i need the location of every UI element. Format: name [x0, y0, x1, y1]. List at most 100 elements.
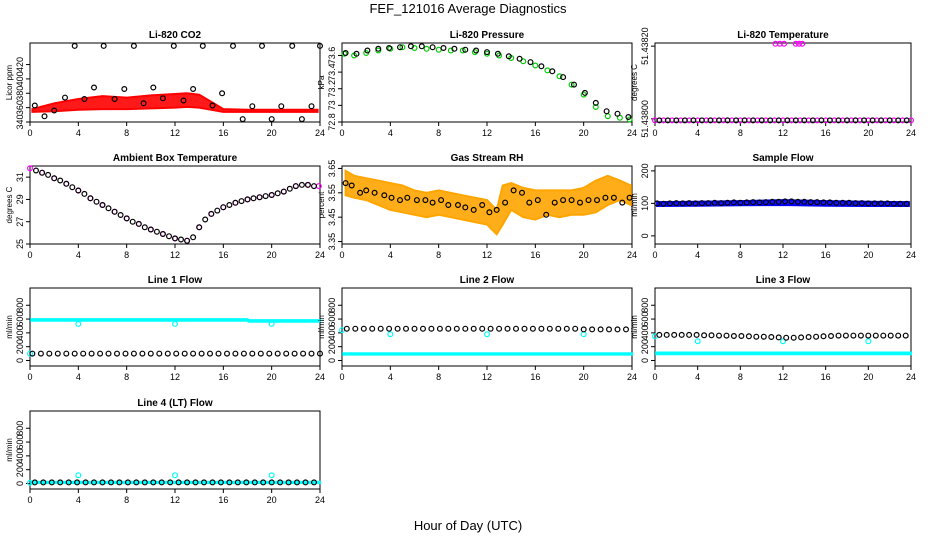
data-point-black	[563, 325, 570, 332]
data-point-black	[198, 350, 205, 357]
data-point-black	[99, 202, 106, 209]
data-point-black	[298, 116, 305, 123]
x-tick-label: 0	[27, 250, 32, 260]
data-point-black	[262, 193, 269, 200]
y-tick-label: 73.6	[327, 47, 337, 65]
x-tick-label: 24	[315, 250, 325, 260]
data-point-black	[708, 332, 715, 339]
x-tick-label: 16	[530, 250, 540, 260]
data-point-black	[190, 234, 197, 241]
data-point-black	[585, 197, 592, 204]
data-point-black	[597, 326, 604, 333]
data-point-black	[428, 325, 435, 332]
data-point-black	[512, 325, 519, 332]
data-point-black	[93, 198, 100, 205]
x-tick-label: 4	[76, 372, 81, 382]
data-point-black	[775, 117, 782, 124]
data-point-black	[196, 224, 203, 231]
data-point-black	[54, 350, 61, 357]
data-point-green	[604, 113, 611, 120]
x-tick-label: 8	[738, 250, 743, 260]
x-tick-label: 0	[27, 128, 32, 138]
data-point-cyan	[172, 320, 179, 327]
data-point-black	[156, 350, 163, 357]
x-tick-label: 20	[579, 372, 589, 382]
data-point-black	[69, 184, 76, 191]
data-point-black	[581, 89, 588, 96]
data-point-black	[660, 200, 667, 207]
data-point-black	[572, 325, 579, 332]
panel-8: Line 2 Flow ml/min 0 4 8 12 16 20 24 0 20040060080…	[317, 275, 637, 382]
data-point-black	[663, 331, 670, 338]
data-point-black	[846, 199, 853, 206]
data-point-black	[249, 350, 256, 357]
x-tick-label: 24	[315, 495, 325, 505]
data-point-black	[257, 350, 264, 357]
x-tick-label: 0	[652, 250, 657, 260]
data-point-black	[130, 42, 137, 49]
data-point-black	[113, 350, 120, 357]
data-point-black	[768, 334, 775, 341]
data-point-black	[224, 350, 231, 357]
data-point-black	[97, 350, 104, 357]
data-point-black	[576, 199, 583, 206]
y-axis-title: ml/min	[5, 315, 14, 339]
data-point-black	[167, 479, 174, 486]
y-tick-label: 600	[15, 312, 25, 327]
data-point-black	[215, 350, 222, 357]
data-point-black	[686, 200, 693, 207]
data-point-black	[826, 117, 833, 124]
data-point-black	[534, 197, 541, 204]
data-point-black	[865, 200, 872, 207]
data-point-black	[317, 42, 324, 49]
y-tick-label: 0	[15, 481, 25, 486]
data-point-green	[592, 103, 599, 110]
data-point-black	[656, 117, 663, 124]
data-point-black	[701, 332, 708, 339]
data-point-green	[435, 46, 442, 53]
data-point-black	[31, 102, 38, 109]
data-point-black	[555, 325, 562, 332]
data-point-black	[455, 202, 462, 209]
x-tick-label: 0	[339, 128, 344, 138]
data-point-black	[711, 199, 718, 206]
data-point-black	[516, 55, 523, 62]
data-point-black	[496, 325, 503, 332]
data-point-black	[852, 200, 859, 207]
data-point-black	[178, 236, 185, 243]
data-point-black	[798, 334, 805, 341]
data-point-black	[172, 235, 179, 242]
data-point-black	[209, 102, 216, 109]
y-axis-title: degrees C	[630, 64, 639, 101]
data-point-black	[363, 187, 370, 194]
data-point-black	[31, 479, 38, 486]
data-point-black	[440, 44, 447, 51]
series-orange-band	[344, 169, 632, 236]
plot-frame	[654, 42, 912, 123]
data-point-black	[560, 197, 567, 204]
panel-title: Gas Stream RH	[451, 153, 524, 164]
data-point-black	[679, 200, 686, 207]
data-point-black	[298, 181, 305, 188]
data-point-black	[32, 167, 39, 174]
data-point-black	[381, 192, 388, 199]
data-point-cyan	[694, 338, 701, 345]
data-point-black	[724, 199, 731, 206]
data-point-black	[543, 211, 550, 218]
data-point-black	[37, 350, 44, 357]
data-point-black	[857, 332, 864, 339]
panel-7: Line 1 Flow ml/min 0 4 8 12 16 20 24 0 20040060080…	[5, 275, 325, 382]
data-point-black	[274, 190, 281, 197]
data-point-black	[820, 199, 827, 206]
data-point-black	[518, 189, 525, 196]
data-point-black	[51, 107, 58, 114]
data-point-black	[698, 200, 705, 207]
data-point-black	[504, 325, 511, 332]
data-point-black	[897, 200, 904, 207]
x-tick-label: 0	[652, 128, 657, 138]
y-tick-label: 100	[640, 196, 650, 211]
x-tick-label: 12	[170, 495, 180, 505]
data-point-black	[139, 350, 146, 357]
x-tick-label: 24	[906, 372, 916, 382]
data-point-black	[111, 208, 118, 215]
